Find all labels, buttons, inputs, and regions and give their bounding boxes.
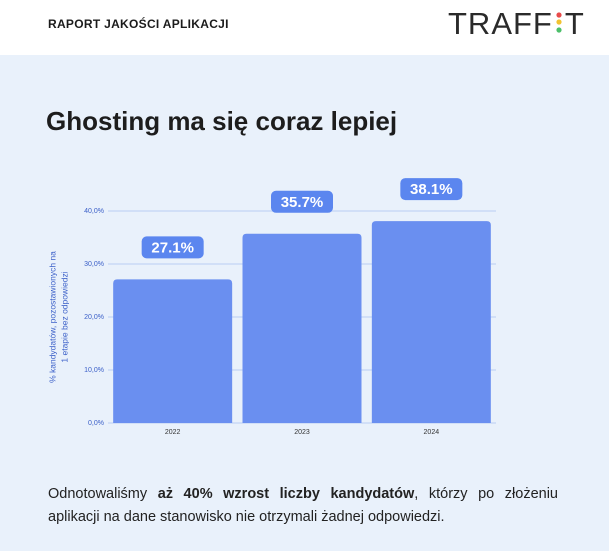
bar	[371, 221, 491, 423]
y-tick-label: 0,0%	[88, 420, 104, 427]
x-tick-label: 2024	[424, 429, 440, 436]
bar	[113, 279, 233, 423]
value-label-box	[141, 236, 204, 259]
y-tick-label: 20,0%	[84, 314, 104, 321]
value-label-box	[271, 190, 333, 213]
value-label: 27.1%	[151, 239, 194, 256]
y-tick-label: 40,0%	[84, 208, 104, 215]
logo-dots	[556, 12, 562, 33]
footnote-bold: aż 40% wzrost liczby kandydatów	[157, 486, 415, 502]
value-label-box	[400, 178, 463, 201]
logo: TRAFF T	[448, 6, 585, 42]
y-tick-label: 30,0%	[84, 261, 104, 268]
x-tick-label: 2022	[165, 429, 181, 436]
y-tick-label: 10,0%	[84, 367, 104, 374]
y-axis-label: 1 etapie bez odpowiedzi	[59, 271, 69, 362]
footnote: Odnotowaliśmy aż 40% wzrost liczby kandy…	[48, 483, 558, 529]
logo-text: TRAFF	[448, 6, 553, 41]
chart: Ghosting ma się coraz lepiej % kandydató…	[46, 106, 496, 436]
logo-text: T	[564, 6, 585, 41]
chart-title: Ghosting ma się coraz lepiej	[46, 106, 397, 136]
bar	[242, 233, 362, 423]
footnote-text: Odnotowaliśmy	[48, 486, 148, 502]
header: RAPORT JAKOŚCI APLIKACJI TRAFF T	[0, 0, 609, 55]
value-label: 38.1%	[410, 181, 453, 198]
value-label: 35.7%	[281, 194, 324, 211]
y-axis-label: % kandydatów, pozostawionych na	[47, 251, 57, 383]
header-title: RAPORT JAKOŚCI APLIKACJI	[48, 17, 229, 31]
footnote-text: , którzy po złożeniu aplikacji na dane s…	[48, 486, 558, 525]
x-tick-label: 2023	[294, 429, 310, 436]
